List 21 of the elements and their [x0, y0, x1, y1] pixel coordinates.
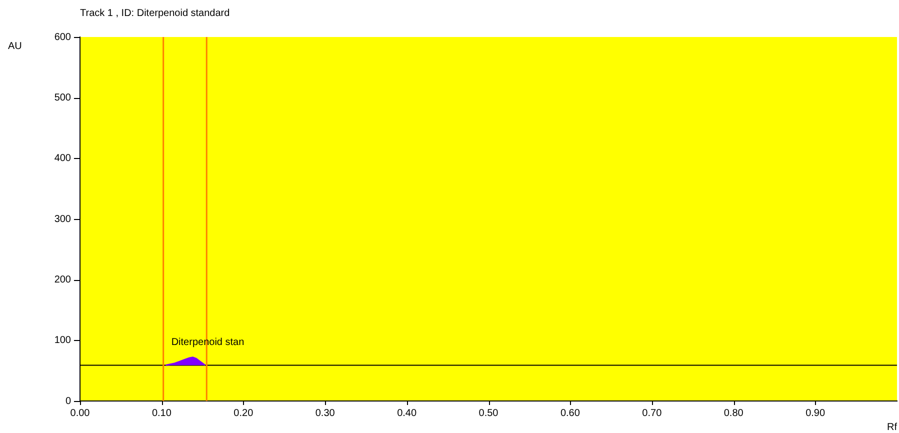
- y-tick-label: 200: [54, 274, 72, 286]
- x-tick-label: 0.90: [806, 408, 826, 419]
- annotation: Diterpenoid stan: [171, 337, 244, 348]
- y-tick-label: 600: [54, 32, 72, 43]
- x-tick-label: 0.50: [478, 408, 499, 419]
- x-tick-label: 0.80: [724, 408, 744, 419]
- y-axis-title: AU: [8, 41, 22, 52]
- x-axis-title: Rf: [887, 422, 898, 433]
- x-tick-label: 0.10: [152, 408, 172, 419]
- x-tick-label: 0.70: [642, 408, 662, 419]
- x-tick-label: 0.00: [70, 408, 90, 419]
- chart-title: Track 1 , ID: Diterpenoid standard: [80, 8, 230, 19]
- x-tick-label: 0.60: [560, 408, 580, 419]
- y-tick-label: 500: [54, 92, 72, 104]
- x-tick-label: 0.40: [397, 408, 417, 419]
- x-tick-label: 0.20: [234, 408, 254, 419]
- y-tick-label: 300: [54, 214, 72, 225]
- x-tick-label: 0.30: [315, 408, 336, 419]
- y-tick-label: 400: [54, 153, 72, 164]
- y-tick-label: 100: [54, 335, 72, 346]
- y-tick-label: 0: [65, 396, 72, 407]
